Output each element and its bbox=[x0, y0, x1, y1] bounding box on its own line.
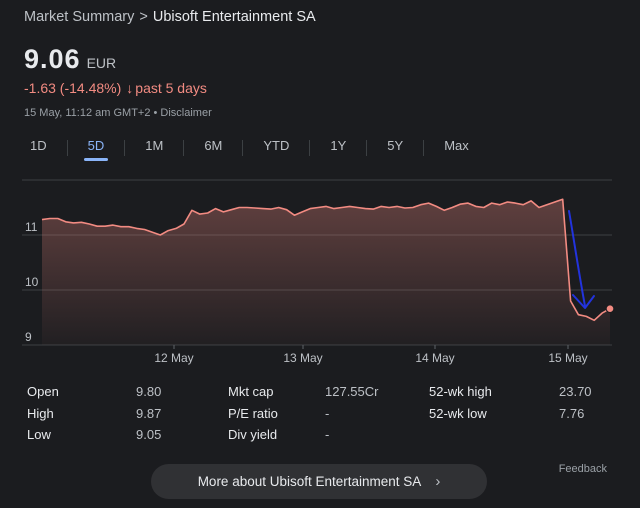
y-tick-label: 10 bbox=[25, 275, 39, 289]
tab-ytd[interactable]: YTD bbox=[263, 138, 290, 153]
y-tick-label: 9 bbox=[25, 330, 32, 344]
price-change: -1.63 (-14.48%) ↓ past 5 days bbox=[24, 80, 207, 96]
tab-5y[interactable]: 5Y bbox=[387, 138, 404, 153]
x-tick-label: 14 May bbox=[415, 351, 454, 365]
stat-label: P/E ratio bbox=[228, 405, 278, 421]
annotation-arrow-head bbox=[572, 294, 595, 309]
tab-1d[interactable]: 1D bbox=[30, 138, 47, 153]
price-chart[interactable]: 9 10 11 12 12 May 13 May 14 May 15 May bbox=[0, 178, 640, 370]
tab-divider bbox=[242, 139, 244, 156]
stat-value: - bbox=[325, 405, 330, 421]
breadcrumb-separator: > bbox=[139, 9, 148, 25]
tab-divider bbox=[309, 139, 311, 156]
price-row: 9.06 EUR bbox=[24, 44, 116, 75]
tab-divider bbox=[423, 139, 425, 156]
stat-value: 7.76 bbox=[559, 405, 585, 421]
time-range-tabs: 1D 5D 1M 6M YTD 1Y 5Y Max bbox=[20, 134, 479, 161]
stat-value: 9.05 bbox=[136, 427, 162, 442]
more-about-button[interactable]: More about Ubisoft Entertainment SA › bbox=[151, 464, 487, 499]
price-line bbox=[41, 198, 611, 322]
stat-52wk-low: 52-wk low 7.76 bbox=[429, 406, 599, 428]
annotation-arrow-shaft bbox=[568, 210, 586, 307]
stat-label: High bbox=[27, 405, 54, 421]
chevron-right-icon: › bbox=[435, 473, 441, 490]
tab-divider bbox=[124, 139, 126, 156]
stat-low: Low 9.05 bbox=[27, 427, 167, 449]
breadcrumb-parent-link[interactable]: Market Summary bbox=[24, 9, 135, 25]
stat-value: - bbox=[325, 427, 330, 442]
x-tick-label: 13 May bbox=[283, 351, 322, 365]
x-tick-label: 12 May bbox=[154, 351, 193, 365]
tab-divider bbox=[366, 139, 368, 156]
stat-value: 127.55Cr bbox=[325, 384, 379, 399]
stat-div-yield: Div yield - bbox=[228, 427, 398, 449]
more-about-label: More about Ubisoft Entertainment SA bbox=[197, 474, 422, 489]
breadcrumb-company: Ubisoft Entertainment SA bbox=[152, 9, 316, 25]
arrow-down-icon: ↓ bbox=[126, 80, 134, 96]
latest-price-dot bbox=[605, 304, 615, 313]
price-area bbox=[42, 199, 610, 345]
breadcrumb: Market Summary > Ubisoft Entertainment SA bbox=[24, 9, 316, 25]
stats-column-2: Mkt cap 127.55Cr P/E ratio - Div yield - bbox=[228, 384, 398, 449]
tab-6m[interactable]: 6M bbox=[204, 138, 223, 153]
stat-pe-ratio: P/E ratio - bbox=[228, 406, 398, 428]
price-value: 9.06 bbox=[24, 44, 81, 74]
tab-divider bbox=[183, 139, 185, 156]
feedback-link[interactable]: Feedback bbox=[558, 463, 607, 475]
timestamp-disclaimer[interactable]: 15 May, 11:12 am GMT+2 • Disclaimer bbox=[24, 107, 212, 119]
x-tick-label: 15 May bbox=[548, 351, 587, 365]
stat-label: Div yield bbox=[228, 427, 278, 442]
tab-5d[interactable]: 5D bbox=[78, 134, 115, 161]
stat-mkt-cap: Mkt cap 127.55Cr bbox=[228, 384, 398, 406]
stat-label: 52-wk high bbox=[429, 384, 492, 399]
stat-open: Open 9.80 bbox=[27, 384, 167, 406]
price-currency: EUR bbox=[86, 55, 117, 71]
stat-value: 9.87 bbox=[136, 405, 162, 421]
change-value: -1.63 (-14.48%) bbox=[24, 80, 122, 96]
tab-1y[interactable]: 1Y bbox=[330, 138, 347, 153]
stat-value: 9.80 bbox=[136, 384, 162, 399]
y-tick-label: 11 bbox=[25, 220, 38, 234]
stat-label: 52-wk low bbox=[429, 405, 487, 421]
tab-divider bbox=[66, 139, 68, 156]
stat-value: 23.70 bbox=[559, 384, 592, 399]
stats-column-1: Open 9.80 High 9.87 Low 9.05 bbox=[27, 384, 167, 449]
stat-label: Low bbox=[27, 427, 51, 442]
stat-52wk-high: 52-wk high 23.70 bbox=[429, 384, 599, 406]
tab-1m[interactable]: 1M bbox=[145, 138, 164, 153]
change-period: past 5 days bbox=[135, 80, 207, 96]
stats-column-3: 52-wk high 23.70 52-wk low 7.76 bbox=[429, 384, 599, 427]
stat-label: Mkt cap bbox=[228, 384, 274, 399]
tab-max[interactable]: Max bbox=[444, 138, 469, 153]
stat-label: Open bbox=[27, 384, 59, 399]
y-tick-label: 12 bbox=[25, 178, 39, 179]
stat-high: High 9.87 bbox=[27, 406, 167, 428]
